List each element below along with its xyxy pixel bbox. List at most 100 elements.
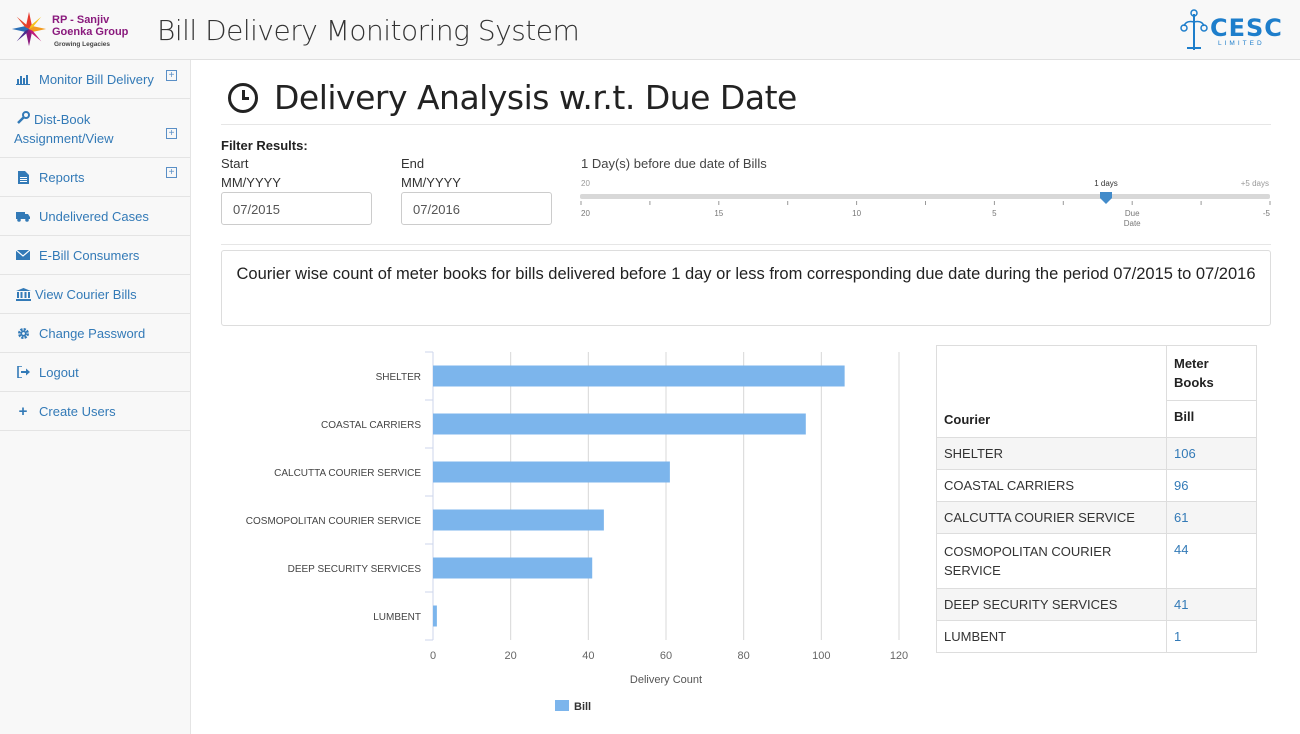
- slider-tick-label: -5: [1263, 209, 1271, 218]
- x-tick-label: 60: [660, 650, 672, 662]
- x-tick-label: 20: [505, 650, 517, 662]
- start-date-input[interactable]: 07/2015: [221, 192, 372, 225]
- bill-cell[interactable]: 61: [1166, 501, 1257, 534]
- bill-cell[interactable]: 44: [1166, 533, 1257, 589]
- sidebar-item-label: Create Users: [39, 403, 116, 419]
- slider-tick-label: Due: [1125, 209, 1140, 218]
- file-icon: [14, 170, 32, 184]
- y-category-label: CALCUTTA COURIER SERVICE: [274, 468, 421, 479]
- clock-icon: [228, 82, 258, 113]
- bill-cell[interactable]: 1: [1166, 620, 1257, 653]
- page-title-text: Delivery Analysis w.r.t. Due Date: [274, 78, 797, 117]
- bar-chart-icon: [14, 73, 32, 85]
- sidebar-item-label: Monitor Bill Delivery: [39, 71, 154, 87]
- sidebar-item-label: Dist-Book Assignment/View: [14, 112, 114, 146]
- legend-label[interactable]: Bill: [574, 701, 591, 713]
- plus-icon: +: [18, 402, 28, 420]
- slider-tick-label: 5: [992, 209, 997, 218]
- bar[interactable]: [433, 605, 437, 627]
- bill-cell[interactable]: 41: [1166, 588, 1257, 621]
- slider-tick-label: Date: [1124, 219, 1141, 228]
- x-tick-label: 0: [430, 650, 436, 662]
- bar[interactable]: [433, 509, 604, 531]
- x-tick-label: 120: [890, 650, 908, 662]
- bill-column-header: Bill: [1166, 400, 1257, 438]
- start-label: Start: [221, 156, 249, 171]
- truck-icon: [14, 211, 32, 222]
- cesc-logo: CESC LIMITED: [1178, 8, 1282, 52]
- top-header: RP - Sanjiv Goenka Group Growing Legacie…: [0, 0, 1300, 60]
- slider-tick-label: 15: [714, 209, 723, 218]
- table-row: LUMBENT 1: [936, 620, 1257, 653]
- expand-icon[interactable]: +: [166, 167, 177, 178]
- courier-cell: DEEP SECURITY SERVICES: [936, 588, 1167, 621]
- x-axis-title: Delivery Count: [630, 674, 702, 686]
- slider-handle[interactable]: [1100, 192, 1112, 204]
- x-tick-label: 100: [812, 650, 830, 662]
- sidebar-item-e-bill-consumers[interactable]: E-Bill Consumers: [0, 236, 190, 275]
- bar[interactable]: [433, 365, 845, 387]
- filter-heading: Filter Results:: [221, 138, 308, 153]
- meter-books-header: Meter Books: [1166, 345, 1257, 401]
- rpsg-star-icon: [11, 11, 47, 47]
- sidebar-item-logout[interactable]: Logout: [0, 353, 190, 392]
- slider-tick-label: 10: [852, 209, 861, 218]
- lamp-post-icon: [1180, 9, 1208, 50]
- y-category-label: SHELTER: [376, 372, 421, 383]
- slider-min-label: 20: [581, 179, 590, 188]
- table-row: DEEP SECURITY SERVICES 41: [936, 588, 1257, 621]
- courier-table: Courier Meter Books Bill SHELTER 106 COA…: [936, 345, 1257, 653]
- delivery-bar-chart: 0 20 40 60 80 100 120 SHELTER COASTAL CARRIERS CA…: [246, 351, 908, 713]
- sidebar-item-reports[interactable]: Reports +: [0, 158, 190, 197]
- slider-caption: 1 Day(s) before due date of Bills: [581, 156, 767, 171]
- group-tagline: Growing Legacies: [54, 41, 110, 48]
- sidebar-item-create-users[interactable]: + Create Users: [0, 392, 190, 431]
- group-name: RP - Sanjiv Goenka Group: [52, 14, 129, 38]
- title-divider: [221, 124, 1271, 125]
- sidebar-item-label: Reports: [39, 169, 85, 185]
- courier-cell: SHELTER: [936, 437, 1167, 470]
- bar[interactable]: [433, 413, 806, 435]
- start-format-hint: MM/YYYY: [221, 175, 281, 190]
- slider-track[interactable]: [580, 194, 1270, 199]
- bar[interactable]: [433, 461, 670, 483]
- expand-icon[interactable]: +: [166, 70, 177, 81]
- slider-value-label: 1 days: [1094, 179, 1118, 188]
- sidebar-item-label: Change Password: [39, 325, 146, 341]
- wrench-icon: [14, 111, 32, 124]
- table-row: CALCUTTA COURIER SERVICE 61: [936, 501, 1257, 534]
- slider-tick-label: 20: [581, 209, 590, 218]
- bill-cell[interactable]: 106: [1166, 437, 1257, 470]
- courier-cell: CALCUTTA COURIER SERVICE: [936, 501, 1167, 534]
- sidebar-item-change-password[interactable]: Change Password: [0, 314, 190, 353]
- sidebar-item-label: Undelivered Cases: [39, 208, 149, 224]
- y-category-label: DEEP SECURITY SERVICES: [288, 564, 422, 575]
- app-title: Bill Delivery Monitoring System: [157, 14, 580, 47]
- envelope-icon: [14, 250, 32, 260]
- expand-icon[interactable]: +: [166, 128, 177, 139]
- legend-swatch[interactable]: [555, 700, 569, 711]
- sidebar-item-monitor-bill-delivery[interactable]: Monitor Bill Delivery +: [0, 60, 190, 99]
- end-date-input[interactable]: 07/2016: [401, 192, 552, 225]
- end-format-hint: MM/YYYY: [401, 175, 461, 190]
- y-category-label: COASTAL CARRIERS: [321, 420, 421, 431]
- main-content: Delivery Analysis w.r.t. Due Date Filter…: [192, 60, 1300, 734]
- rp-sanjiv-goenka-logo: RP - Sanjiv Goenka Group Growing Legacie…: [10, 8, 150, 52]
- sidebar-item-undelivered-cases[interactable]: Undelivered Cases: [0, 197, 190, 236]
- page-title: Delivery Analysis w.r.t. Due Date: [228, 78, 797, 117]
- table-row: COASTAL CARRIERS 96: [936, 469, 1257, 502]
- section-divider: [221, 244, 1271, 245]
- logout-icon: [14, 366, 32, 378]
- end-label: End: [401, 156, 425, 171]
- sidebar-item-label: View Courier Bills: [35, 286, 137, 302]
- bar[interactable]: [433, 557, 593, 579]
- sidebar-item-view-courier-bills[interactable]: View Courier Bills: [0, 275, 190, 314]
- courier-cell: COASTAL CARRIERS: [936, 469, 1167, 502]
- chart-caption: Courier wise count of meter books for bi…: [221, 250, 1271, 326]
- sidebar-item-dist-book-assignment[interactable]: Dist-Book Assignment/View +: [0, 99, 190, 158]
- bill-cell[interactable]: 96: [1166, 469, 1257, 502]
- sidebar-item-label: E-Bill Consumers: [39, 247, 140, 263]
- y-category-label: LUMBENT: [373, 612, 421, 623]
